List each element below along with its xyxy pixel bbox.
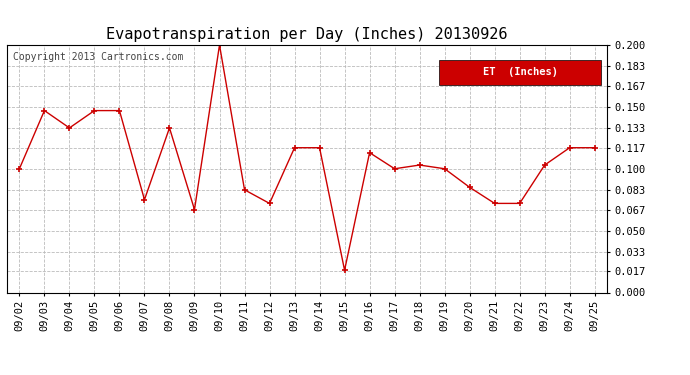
Title: Evapotranspiration per Day (Inches) 20130926: Evapotranspiration per Day (Inches) 2013… (106, 27, 508, 42)
FancyBboxPatch shape (439, 60, 601, 85)
Text: ET  (Inches): ET (Inches) (483, 67, 558, 77)
Text: Copyright 2013 Cartronics.com: Copyright 2013 Cartronics.com (13, 53, 184, 62)
